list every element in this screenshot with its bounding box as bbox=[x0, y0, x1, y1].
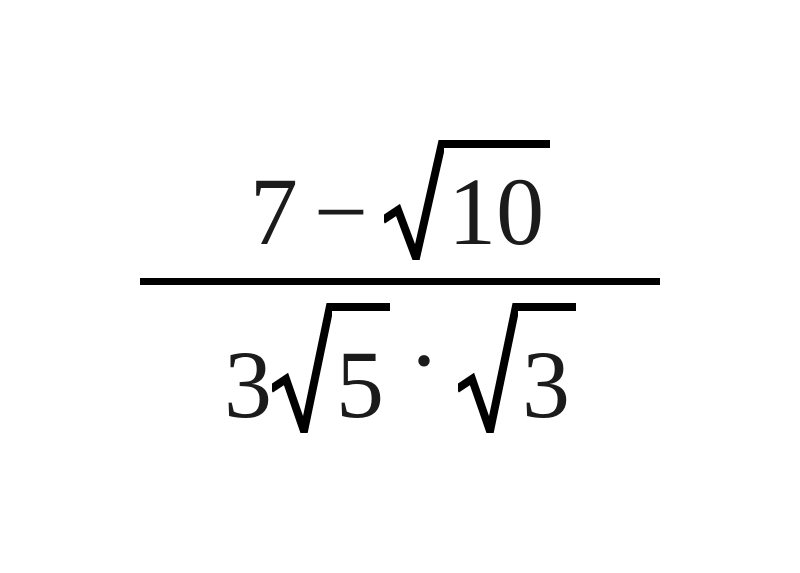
numerator: 7 − 10 bbox=[250, 140, 550, 278]
numerator-left-term: 7 bbox=[250, 164, 298, 260]
vinculum bbox=[516, 303, 576, 311]
radicand-wrap: 3 bbox=[518, 303, 576, 433]
radicand-wrap: 10 bbox=[444, 140, 550, 260]
surd-icon bbox=[272, 303, 332, 433]
surd-icon bbox=[458, 303, 518, 433]
surd-icon bbox=[384, 140, 444, 260]
vinculum bbox=[442, 140, 550, 148]
numerator-radical: 10 bbox=[384, 140, 550, 260]
canvas: 7 − 10 3 bbox=[0, 0, 800, 573]
fraction-bar bbox=[140, 278, 660, 285]
vinculum bbox=[330, 303, 390, 311]
multiplication-dot: · bbox=[390, 313, 458, 409]
denominator-coefficient: 3 bbox=[224, 337, 272, 433]
fraction: 7 − 10 3 bbox=[140, 140, 660, 433]
numerator-radicand: 10 bbox=[444, 164, 550, 260]
denominator-radical-1: 5 bbox=[272, 303, 390, 433]
denominator-radical-2: 3 bbox=[458, 303, 576, 433]
radicand-wrap: 5 bbox=[332, 303, 390, 433]
denominator: 3 5 · bbox=[224, 285, 576, 433]
minus-operator: − bbox=[298, 164, 384, 260]
denominator-radicand-1: 5 bbox=[332, 337, 390, 433]
denominator-radicand-2: 3 bbox=[518, 337, 576, 433]
